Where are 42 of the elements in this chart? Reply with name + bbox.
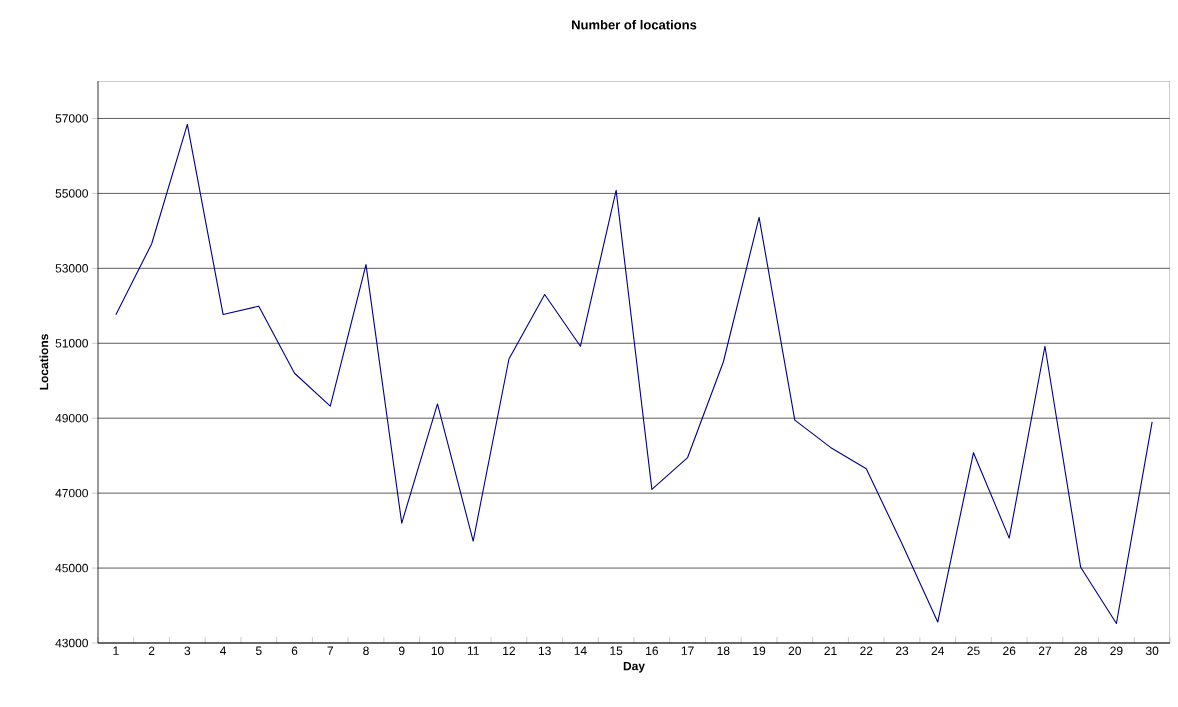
x-tick-label: 17 (681, 646, 694, 655)
y-tick-label: 57000 (55, 114, 88, 123)
x-tick-label: 27 (1038, 646, 1051, 655)
x-tick-label: 24 (931, 646, 945, 655)
x-tick-label: 9 (398, 646, 405, 656)
y-tick-label: 47000 (55, 488, 88, 498)
y-tick-label: 43000 (55, 638, 88, 648)
x-tick-label: 30 (1145, 646, 1159, 656)
x-tick-label: 29 (1110, 646, 1123, 656)
x-tick-label: 12 (503, 646, 515, 655)
x-tick-label: 18 (717, 646, 730, 656)
y-tick-label: 49000 (55, 413, 88, 423)
x-tick-label: 23 (895, 646, 909, 656)
x-tick-label: 28 (1074, 646, 1087, 656)
x-tick-label: 22 (860, 646, 873, 655)
chart-title: Number of locations (572, 19, 697, 30)
x-tick-label: 15 (610, 646, 623, 655)
y-tick-label: 51000 (55, 339, 88, 348)
x-tick-label: 25 (967, 646, 980, 656)
x-tick-label: 11 (467, 646, 479, 655)
x-tick-label: 1 (113, 646, 119, 655)
x-tick-label: 8 (363, 646, 369, 656)
x-tick-label: 14 (574, 646, 587, 655)
y-axis-title: Locations (39, 334, 49, 390)
x-tick-label: 10 (431, 646, 444, 656)
x-tick-label: 20 (788, 646, 802, 656)
x-tick-label: 6 (291, 646, 298, 656)
x-tick-label: 2 (148, 646, 155, 655)
x-tick-label: 16 (646, 646, 659, 656)
x-tick-label: 19 (753, 646, 766, 656)
x-tick-label: 26 (1003, 646, 1016, 656)
x-tick-label: 21 (824, 646, 837, 655)
y-tick-label: 55000 (55, 189, 88, 198)
x-tick-label: 4 (220, 646, 227, 655)
x-axis-title: Day (623, 661, 645, 673)
x-tick-label: 7 (327, 646, 333, 655)
line-series (115, 123, 1153, 625)
y-tick-label: 45000 (55, 563, 88, 573)
x-tick-label: 5 (255, 646, 262, 655)
x-tick-label: 3 (184, 646, 191, 656)
y-tick-label: 53000 (55, 264, 88, 273)
x-tick-label: 13 (538, 646, 551, 656)
